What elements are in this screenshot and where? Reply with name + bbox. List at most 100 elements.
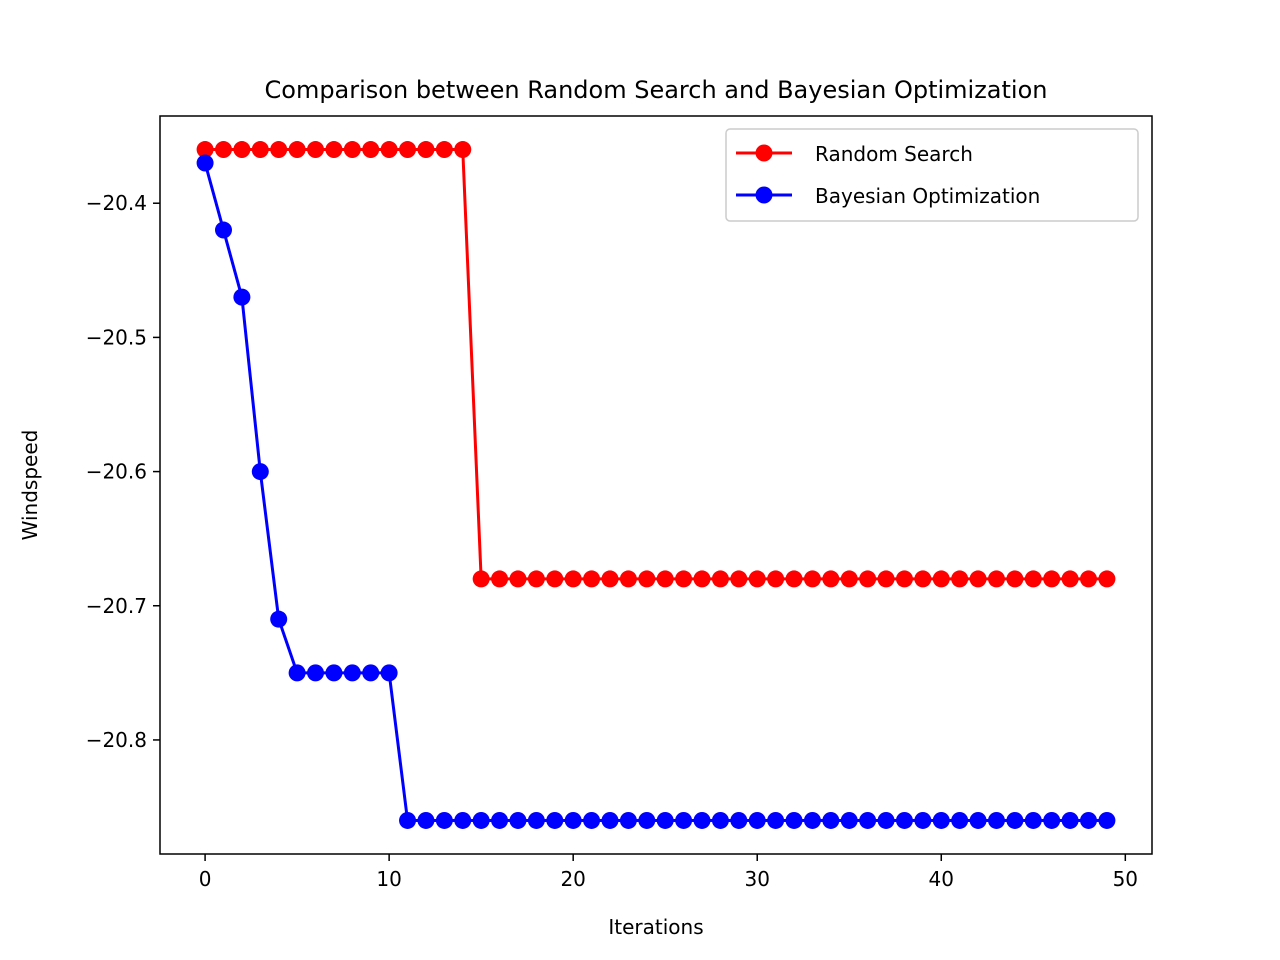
data-point-bayesian-optimization	[803, 811, 821, 829]
y-axis-ticks: −20.4 −20.5 −20.6 −20.7 −20.8	[86, 191, 160, 752]
x-tick-label: 20	[560, 867, 585, 891]
data-point-random-search	[251, 141, 269, 159]
data-point-bayesian-optimization	[1098, 811, 1116, 829]
legend-marker-bayesian-optimization	[755, 186, 773, 204]
data-point-bayesian-optimization	[546, 811, 564, 829]
legend-label-bayesian-optimization: Bayesian Optimization	[815, 184, 1040, 208]
x-tick-label: 30	[744, 867, 769, 891]
data-point-random-search	[748, 570, 766, 588]
data-point-random-search	[1024, 570, 1042, 588]
data-point-bayesian-optimization	[233, 288, 251, 306]
data-point-random-search	[362, 141, 380, 159]
data-point-bayesian-optimization	[638, 811, 656, 829]
data-point-bayesian-optimization	[822, 811, 840, 829]
data-point-random-search	[877, 570, 895, 588]
data-point-random-search	[399, 141, 417, 159]
data-point-bayesian-optimization	[895, 811, 913, 829]
data-point-random-search	[987, 570, 1005, 588]
data-point-random-search	[675, 570, 693, 588]
data-point-random-search	[343, 141, 361, 159]
data-point-random-search	[527, 570, 545, 588]
data-point-random-search	[196, 141, 214, 159]
data-point-random-search	[895, 570, 913, 588]
data-point-bayesian-optimization	[417, 811, 435, 829]
data-point-bayesian-optimization	[380, 664, 398, 682]
axes-frame	[159, 115, 1153, 855]
data-point-random-search	[619, 570, 637, 588]
data-point-bayesian-optimization	[270, 610, 288, 628]
data-point-random-search	[767, 570, 785, 588]
y-tick-label: −20.7	[86, 594, 147, 618]
legend-label-random-search: Random Search	[815, 142, 973, 166]
series-random-search	[196, 141, 1116, 588]
data-point-random-search	[380, 141, 398, 159]
data-point-bayesian-optimization	[196, 154, 214, 172]
data-point-bayesian-optimization	[1024, 811, 1042, 829]
data-point-random-search	[325, 141, 343, 159]
data-point-random-search	[859, 570, 877, 588]
data-point-bayesian-optimization	[343, 664, 361, 682]
data-point-bayesian-optimization	[399, 811, 417, 829]
data-point-bayesian-optimization	[362, 664, 380, 682]
data-point-random-search	[803, 570, 821, 588]
data-point-bayesian-optimization	[914, 811, 932, 829]
data-point-bayesian-optimization	[509, 811, 527, 829]
data-point-bayesian-optimization	[215, 221, 232, 239]
y-tick-label: −20.8	[86, 728, 147, 752]
data-point-bayesian-optimization	[527, 811, 545, 829]
data-point-random-search	[601, 570, 619, 588]
data-point-bayesian-optimization	[932, 811, 950, 829]
data-point-bayesian-optimization	[951, 811, 969, 829]
data-point-bayesian-optimization	[785, 811, 803, 829]
x-tick-label: 10	[376, 867, 401, 891]
series-bayesian-optimization	[196, 154, 1116, 829]
data-point-bayesian-optimization	[251, 463, 269, 481]
plot-area	[159, 115, 1153, 855]
data-point-random-search	[509, 570, 527, 588]
data-point-random-search	[288, 141, 306, 159]
data-point-bayesian-optimization	[307, 664, 325, 682]
y-tick-label: −20.5	[86, 325, 147, 349]
y-tick-label: −20.6	[86, 460, 147, 484]
data-point-bayesian-optimization	[675, 811, 693, 829]
data-point-bayesian-optimization	[859, 811, 877, 829]
data-point-bayesian-optimization	[1061, 811, 1079, 829]
data-point-bayesian-optimization	[748, 811, 766, 829]
data-point-random-search	[840, 570, 858, 588]
x-tick-label: 50	[1113, 867, 1138, 891]
y-tick-label: −20.4	[86, 191, 147, 215]
data-point-random-search	[914, 570, 932, 588]
data-point-random-search	[472, 570, 490, 588]
data-point-bayesian-optimization	[987, 811, 1005, 829]
data-point-bayesian-optimization	[325, 664, 343, 682]
data-point-random-search	[1061, 570, 1079, 588]
data-point-bayesian-optimization	[472, 811, 490, 829]
data-point-bayesian-optimization	[969, 811, 987, 829]
data-point-bayesian-optimization	[711, 811, 729, 829]
data-point-random-search	[730, 570, 748, 588]
data-point-random-search	[951, 570, 969, 588]
data-point-bayesian-optimization	[656, 811, 674, 829]
data-point-bayesian-optimization	[1080, 811, 1097, 829]
data-point-bayesian-optimization	[1006, 811, 1024, 829]
data-point-bayesian-optimization	[730, 811, 748, 829]
chart-title: Comparison between Random Search and Bay…	[265, 76, 1048, 104]
data-point-random-search	[785, 570, 803, 588]
data-point-random-search	[583, 570, 601, 588]
data-point-random-search	[546, 570, 564, 588]
data-point-bayesian-optimization	[877, 811, 895, 829]
data-point-random-search	[454, 141, 472, 159]
data-point-random-search	[638, 570, 656, 588]
data-point-bayesian-optimization	[601, 811, 619, 829]
data-point-bayesian-optimization	[767, 811, 785, 829]
data-point-bayesian-optimization	[1043, 811, 1061, 829]
series-layer	[196, 141, 1116, 829]
data-point-random-search	[1043, 570, 1061, 588]
data-point-random-search	[491, 570, 509, 588]
legend: Random Search Bayesian Optimization	[725, 128, 1139, 222]
data-point-bayesian-optimization	[435, 811, 453, 829]
data-point-random-search	[564, 570, 582, 588]
data-point-random-search	[233, 141, 251, 159]
data-point-random-search	[435, 141, 453, 159]
